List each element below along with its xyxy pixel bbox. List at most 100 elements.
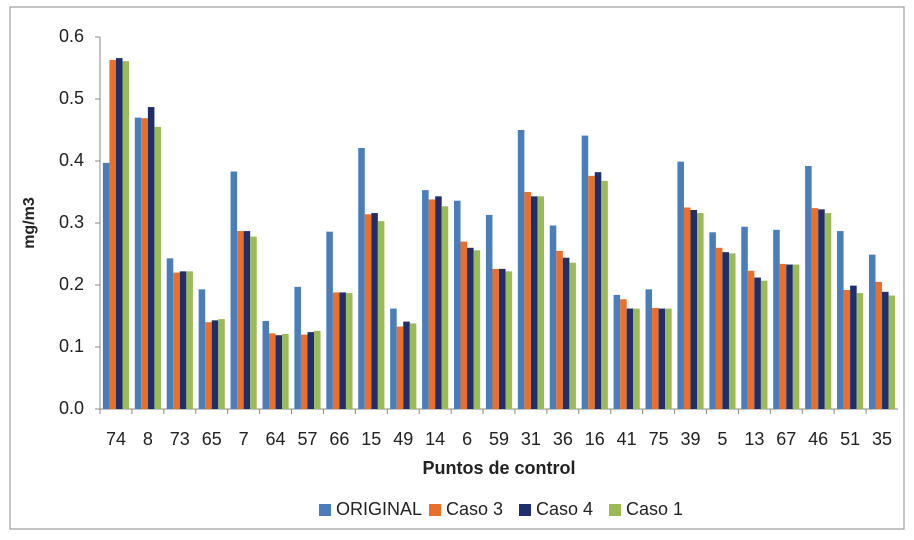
- bar: [633, 308, 640, 409]
- bar: [332, 292, 340, 409]
- bar: [109, 59, 116, 409]
- bar: [786, 264, 793, 409]
- bar: [779, 263, 787, 409]
- x-tick-label: 39: [681, 429, 701, 449]
- bar: [147, 107, 155, 409]
- y-tick-label: 0.2: [59, 274, 84, 294]
- bar: [179, 271, 187, 409]
- legend-label: Caso 1: [626, 499, 683, 519]
- bar: [428, 199, 436, 409]
- bar: [805, 165, 812, 409]
- bar: [837, 231, 844, 409]
- bar: [824, 213, 832, 409]
- bar: [275, 335, 283, 409]
- bar: [154, 126, 161, 410]
- legend-label: Caso 4: [536, 499, 593, 519]
- x-tick-label: 64: [266, 429, 286, 449]
- bar: [300, 334, 308, 409]
- bar: [377, 221, 385, 409]
- bar: [173, 272, 180, 409]
- x-tick-label: 41: [617, 429, 637, 449]
- bar: [722, 252, 729, 409]
- x-tick-label: 65: [202, 429, 222, 449]
- bar: [683, 207, 691, 409]
- bar: [690, 209, 698, 409]
- bar: [760, 280, 768, 409]
- bar: [741, 226, 748, 409]
- bar: [122, 61, 130, 410]
- bar: [230, 171, 238, 409]
- legend-swatch: [609, 504, 621, 516]
- x-tick-label: 5: [717, 429, 727, 449]
- bar: [371, 213, 378, 409]
- bar: [665, 308, 672, 409]
- y-tick-label: 0.6: [59, 26, 84, 46]
- bar: [620, 299, 627, 409]
- bar: [715, 247, 723, 409]
- y-tick-label: 0.3: [59, 212, 84, 232]
- bar: [243, 231, 251, 409]
- bar: [314, 330, 321, 409]
- bar: [460, 241, 468, 409]
- bar: [754, 277, 761, 409]
- bar: [697, 213, 704, 409]
- bar: [728, 253, 736, 409]
- bar: [485, 214, 493, 409]
- bar: [581, 135, 589, 409]
- bar: [205, 322, 212, 409]
- bar: [818, 209, 825, 409]
- bar: [556, 250, 563, 409]
- x-tick-label: 16: [585, 429, 605, 449]
- bar: [453, 200, 461, 409]
- bar: [505, 271, 513, 409]
- bar: [403, 321, 410, 409]
- bar: [856, 293, 864, 409]
- x-tick-label: 67: [776, 429, 796, 449]
- bar: [198, 289, 206, 409]
- legend-label: ORIGINAL: [336, 499, 422, 519]
- x-tick-label: 57: [297, 429, 317, 449]
- bar: [747, 270, 755, 409]
- bar: [237, 231, 244, 409]
- x-tick-label: 13: [744, 429, 764, 449]
- bar: [339, 292, 346, 409]
- bar: [773, 229, 780, 409]
- x-tick-label: 66: [329, 429, 349, 449]
- x-tick-label: 59: [489, 429, 509, 449]
- bar: [390, 308, 397, 409]
- bar: [294, 286, 301, 409]
- bar: [709, 232, 716, 409]
- x-tick-label: 35: [872, 429, 892, 449]
- bar: [441, 206, 449, 409]
- x-tick-label: 73: [170, 429, 190, 449]
- bar: [888, 295, 896, 409]
- bar: [134, 117, 142, 409]
- bar: [211, 320, 219, 409]
- x-tick-label: 31: [521, 429, 541, 449]
- bar: [792, 264, 800, 409]
- bar: [677, 161, 684, 409]
- bar: [811, 208, 819, 409]
- bar: [492, 268, 499, 409]
- x-tick-label: 6: [462, 429, 472, 449]
- y-tick-label: 0.4: [59, 150, 84, 170]
- bar: [626, 308, 634, 409]
- x-tick-label: 74: [106, 429, 126, 449]
- x-tick-label: 36: [553, 429, 573, 449]
- x-tick-label: 51: [840, 429, 860, 449]
- bar: [588, 175, 595, 409]
- bar: [166, 258, 174, 409]
- legend-swatch: [429, 504, 441, 516]
- bar: [537, 196, 545, 409]
- x-tick-label: 15: [361, 429, 381, 449]
- bar: [102, 162, 110, 409]
- bar: [186, 271, 193, 409]
- x-tick-label: 46: [808, 429, 828, 449]
- y-tick-label: 0.5: [59, 88, 84, 108]
- bar: [658, 308, 666, 409]
- y-tick-label: 0.1: [59, 336, 84, 356]
- bar: [517, 130, 525, 409]
- bar: [562, 257, 570, 409]
- bar: [396, 326, 404, 409]
- y-axis-title: mg/m3: [21, 197, 38, 249]
